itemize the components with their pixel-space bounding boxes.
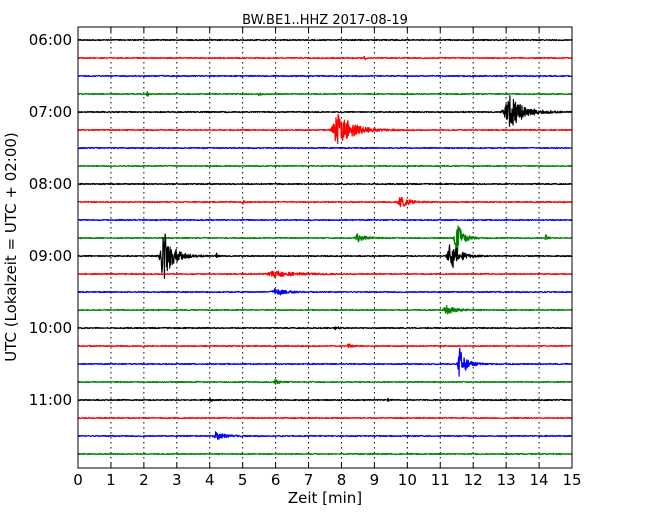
trace-line-1145 <box>77 452 573 456</box>
trace-line-0715 <box>77 113 573 145</box>
trace-line-0845 <box>77 225 573 254</box>
x-tick-label: 11 <box>431 471 450 489</box>
trace-line-0830 <box>77 218 573 222</box>
trace-line-0800 <box>77 182 573 186</box>
y-axis-label: UTC (Lokalzeit = UTC + 02:00) <box>2 132 20 362</box>
x-tick-label: 4 <box>205 471 215 489</box>
trace-line-1130 <box>77 431 573 441</box>
x-tick-label: 3 <box>172 471 182 489</box>
x-tick-label: 7 <box>304 471 314 489</box>
axis-ticks: 0 1 2 3 4 5 6 7 8 9 10 11 12 13 14 1506:0007:0008:0009:… <box>29 27 582 489</box>
trace-line-0900 <box>77 233 573 280</box>
chart-title: BW.BE1..HHZ 2017-08-19 <box>242 13 408 28</box>
y-tick-label: 08:00 <box>29 175 72 193</box>
trace-line-0730 <box>77 146 573 150</box>
x-tick-label: 0 <box>73 471 83 489</box>
x-tick-label: 1 <box>106 471 116 489</box>
grid-lines <box>110 27 540 468</box>
trace-line-0645 <box>77 91 573 97</box>
trace-line-1100 <box>77 397 573 403</box>
y-tick-label: 11:00 <box>29 391 72 409</box>
trace-line-0815 <box>77 196 573 208</box>
trace-line-0600 <box>77 38 573 42</box>
trace-line-0745 <box>77 164 573 168</box>
x-tick-label: 15 <box>562 471 581 489</box>
trace-line-1030 <box>77 347 573 377</box>
x-tick-label: 8 <box>337 471 347 489</box>
y-tick-label: 10:00 <box>29 319 72 337</box>
y-tick-label: 06:00 <box>29 31 72 49</box>
x-axis-label: Zeit [min] <box>288 489 362 507</box>
plot-frame <box>77 26 573 469</box>
trace-line-1115 <box>77 416 573 420</box>
trace-line-0700 <box>77 95 573 127</box>
trace-line-0930 <box>77 288 573 296</box>
trace-line-0945 <box>77 304 573 315</box>
x-tick-label: 14 <box>530 471 549 489</box>
trace-line-1045 <box>77 379 573 385</box>
x-tick-label: 2 <box>139 471 149 489</box>
x-tick-label: 9 <box>370 471 380 489</box>
x-tick-label: 13 <box>497 471 516 489</box>
trace-line-0630 <box>77 74 573 78</box>
x-tick-label: 10 <box>398 471 417 489</box>
x-tick-label: 5 <box>238 471 248 489</box>
trace-line-0915 <box>77 270 573 278</box>
trace-group <box>77 38 573 456</box>
y-tick-label: 07:00 <box>29 103 72 121</box>
y-tick-label: 09:00 <box>29 247 72 265</box>
x-tick-label: 6 <box>271 471 281 489</box>
trace-line-1000 <box>77 326 573 331</box>
trace-line-1015 <box>77 343 573 349</box>
trace-line-0615 <box>77 55 573 61</box>
x-tick-label: 12 <box>464 471 483 489</box>
